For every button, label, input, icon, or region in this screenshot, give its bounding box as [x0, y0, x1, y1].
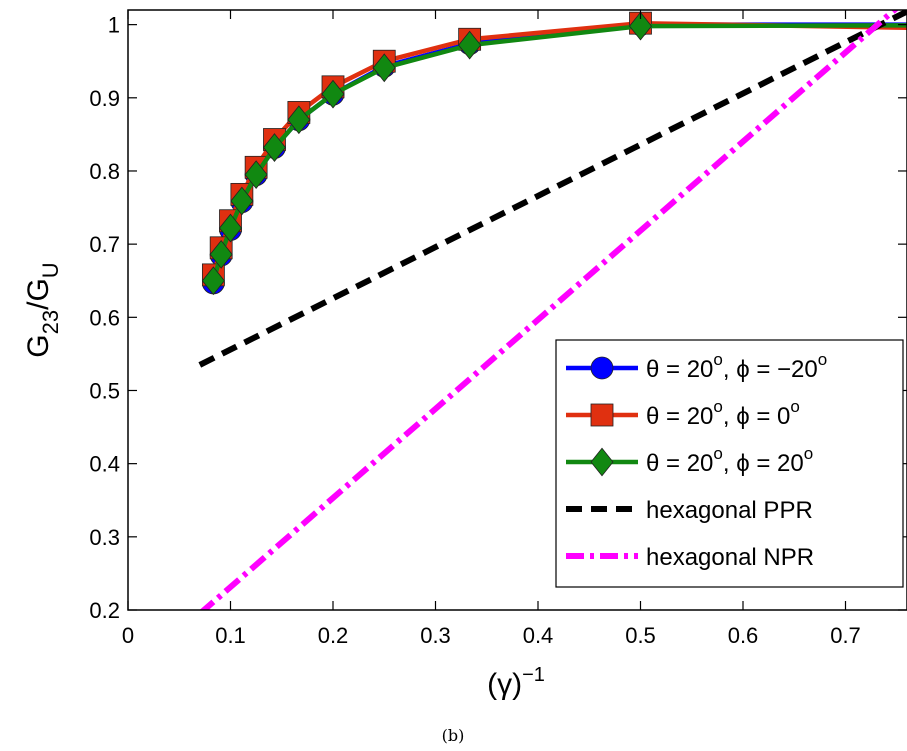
x-tick-label: 0.5	[625, 623, 656, 648]
series-2-point	[287, 105, 311, 135]
x-tick-label: 0.4	[523, 623, 554, 648]
x-tick-label: 0.6	[728, 623, 759, 648]
series-2-point	[628, 11, 653, 41]
series-2-point	[218, 213, 243, 243]
legend: θ = 20o, ϕ = −20o θ = 20o, ϕ = 0o θ = 20o,…	[555, 339, 904, 588]
series-2-point	[230, 186, 254, 216]
legend-marker-1	[590, 403, 614, 427]
x-axis-title: (γ)−1	[487, 664, 545, 701]
series-layer	[198, 10, 907, 610]
legend-label-1: θ = 20o, ϕ = 0o	[646, 397, 800, 430]
legend-label-0: θ = 20o, ϕ = −20o	[646, 350, 827, 383]
y-tick-label: 1	[108, 13, 120, 38]
y-tick-label: 0.8	[89, 159, 120, 184]
series-2	[201, 11, 907, 296]
y-tick-label: 0.7	[89, 232, 120, 257]
y-axis-title: G23/GU	[22, 262, 63, 357]
series-2-point	[372, 53, 396, 83]
y-tick-label: 0.9	[89, 86, 120, 111]
legend-marker-0	[590, 356, 614, 380]
series-2-point	[458, 30, 482, 60]
x-tick-label: 0.2	[318, 623, 349, 648]
x-tick-label: 0.3	[420, 623, 451, 648]
x-tick-label: 0.7	[830, 623, 861, 648]
series-2-point	[201, 266, 225, 296]
series-3	[198, 10, 907, 368]
legend-label-3: hexagonal PPR	[646, 497, 813, 524]
legend-label-4: hexagonal NPR	[646, 544, 814, 571]
figure-caption: (b)	[442, 726, 465, 745]
series-2-point	[262, 133, 286, 162]
axes-frame	[127, 9, 907, 611]
series-4-line	[199, 10, 899, 610]
x-tick-label: 0	[122, 623, 134, 648]
y-tick-label: 0.3	[89, 525, 120, 550]
y-tick-label: 0.2	[89, 598, 120, 623]
legend-label-2: θ = 20o, ϕ = 20o	[646, 444, 813, 477]
series-2-point	[321, 79, 345, 109]
y-tick-label: 0.4	[89, 452, 120, 477]
y-tick-label: 0.5	[89, 378, 120, 403]
axes-layer: 0 0.1 0.2 0.3 0.4 0.5 0.6 0.7 0.2 0.3 0.4 0.5 0.6 0.7…	[89, 9, 907, 648]
y-tick-label: 0.6	[89, 305, 120, 330]
series-2-point	[209, 239, 233, 269]
series-4	[199, 10, 899, 610]
series-3-line	[198, 10, 907, 368]
legend-marker-2	[590, 447, 614, 477]
x-tick-label: 0.1	[215, 623, 246, 648]
series-2-point	[244, 160, 268, 190]
